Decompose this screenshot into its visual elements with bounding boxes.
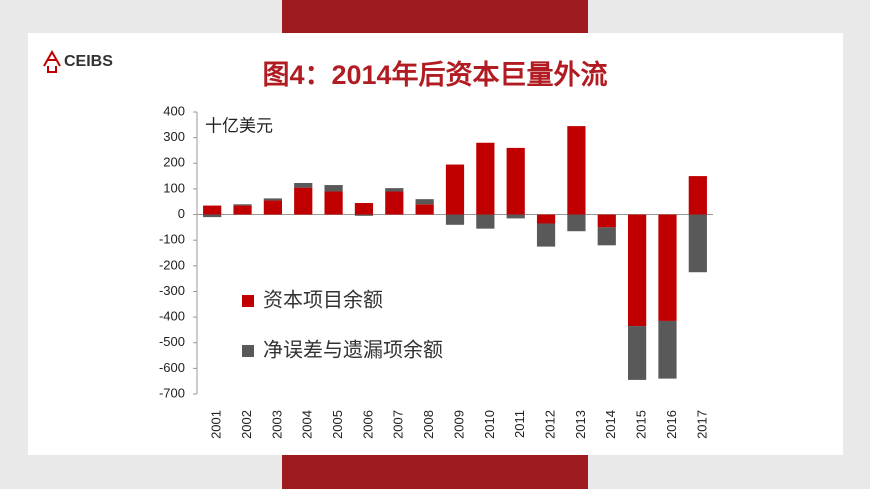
bar (324, 191, 343, 215)
bar (658, 320, 677, 379)
bar (567, 214, 586, 232)
bar (476, 142, 495, 215)
bar (506, 147, 525, 215)
bar (233, 205, 252, 215)
x-tick-label: 2015 (634, 410, 649, 439)
bar (203, 205, 222, 215)
legend-swatch (242, 295, 254, 307)
bar (324, 185, 343, 192)
x-tick-label: 2009 (451, 410, 466, 439)
bar (294, 187, 313, 215)
bar (628, 326, 647, 380)
unit-label: 十亿美元 (205, 116, 273, 135)
x-tick-label: 2007 (391, 410, 406, 439)
bar (294, 183, 313, 188)
bar (597, 214, 616, 228)
x-tick-label: 2016 (664, 410, 679, 439)
x-tick-label: 2004 (300, 410, 315, 439)
y-tick-label: -500 (159, 334, 185, 349)
bar (688, 214, 707, 273)
top-band (282, 0, 588, 33)
y-tick-label: -700 (159, 385, 185, 400)
y-tick-label: 400 (163, 103, 185, 118)
bar (263, 198, 282, 201)
y-tick-label: 0 (178, 206, 185, 221)
card (28, 33, 843, 455)
x-tick-label: 2002 (239, 410, 254, 439)
bar (567, 126, 586, 215)
bar (445, 214, 465, 225)
legend-label: 资本项目余额 (263, 288, 383, 311)
bar (476, 214, 495, 229)
bar (203, 214, 222, 218)
bar (415, 199, 434, 205)
x-tick-label: 2013 (573, 410, 588, 439)
x-tick-label: 2011 (512, 410, 527, 438)
bar (658, 214, 677, 321)
x-tick-label: 2012 (542, 410, 557, 439)
y-tick-label: 300 (163, 129, 185, 144)
x-tick-label: 2014 (603, 410, 618, 439)
y-tick-label: 200 (163, 155, 185, 170)
bar (385, 191, 404, 215)
bar (233, 204, 252, 206)
x-tick-label: 2006 (360, 410, 375, 439)
bar (445, 164, 465, 215)
y-tick-label: -200 (159, 257, 185, 272)
x-tick-label: 2003 (269, 410, 284, 439)
y-tick-label: -100 (159, 232, 185, 247)
x-tick-label: 2010 (482, 410, 497, 439)
x-tick-label: 2001 (209, 410, 224, 439)
bar (385, 188, 404, 192)
x-tick-label: 2008 (421, 410, 436, 439)
bar (688, 176, 707, 215)
bar (628, 214, 647, 327)
x-tick-label: 2005 (330, 410, 345, 439)
bottom-band (282, 455, 588, 489)
legend-swatch (242, 345, 254, 357)
y-tick-label: -300 (159, 283, 185, 298)
bar (536, 223, 556, 247)
bar (415, 204, 434, 215)
logo-icon (43, 49, 61, 73)
legend-label: 净误差与遗漏项余额 (263, 338, 443, 361)
bar (536, 214, 556, 224)
bar (354, 203, 374, 215)
x-tick-label: 2017 (694, 410, 709, 439)
bar (354, 214, 374, 216)
y-tick-label: -400 (159, 309, 185, 324)
logo-text: CEIBS (64, 53, 113, 70)
y-tick-label: -600 (159, 360, 185, 375)
bar (263, 200, 282, 215)
bar (597, 227, 616, 246)
bar (506, 214, 525, 219)
y-tick-label: 100 (163, 180, 185, 195)
chart-title: 图4：2014年后资本巨量外流 (262, 59, 607, 90)
